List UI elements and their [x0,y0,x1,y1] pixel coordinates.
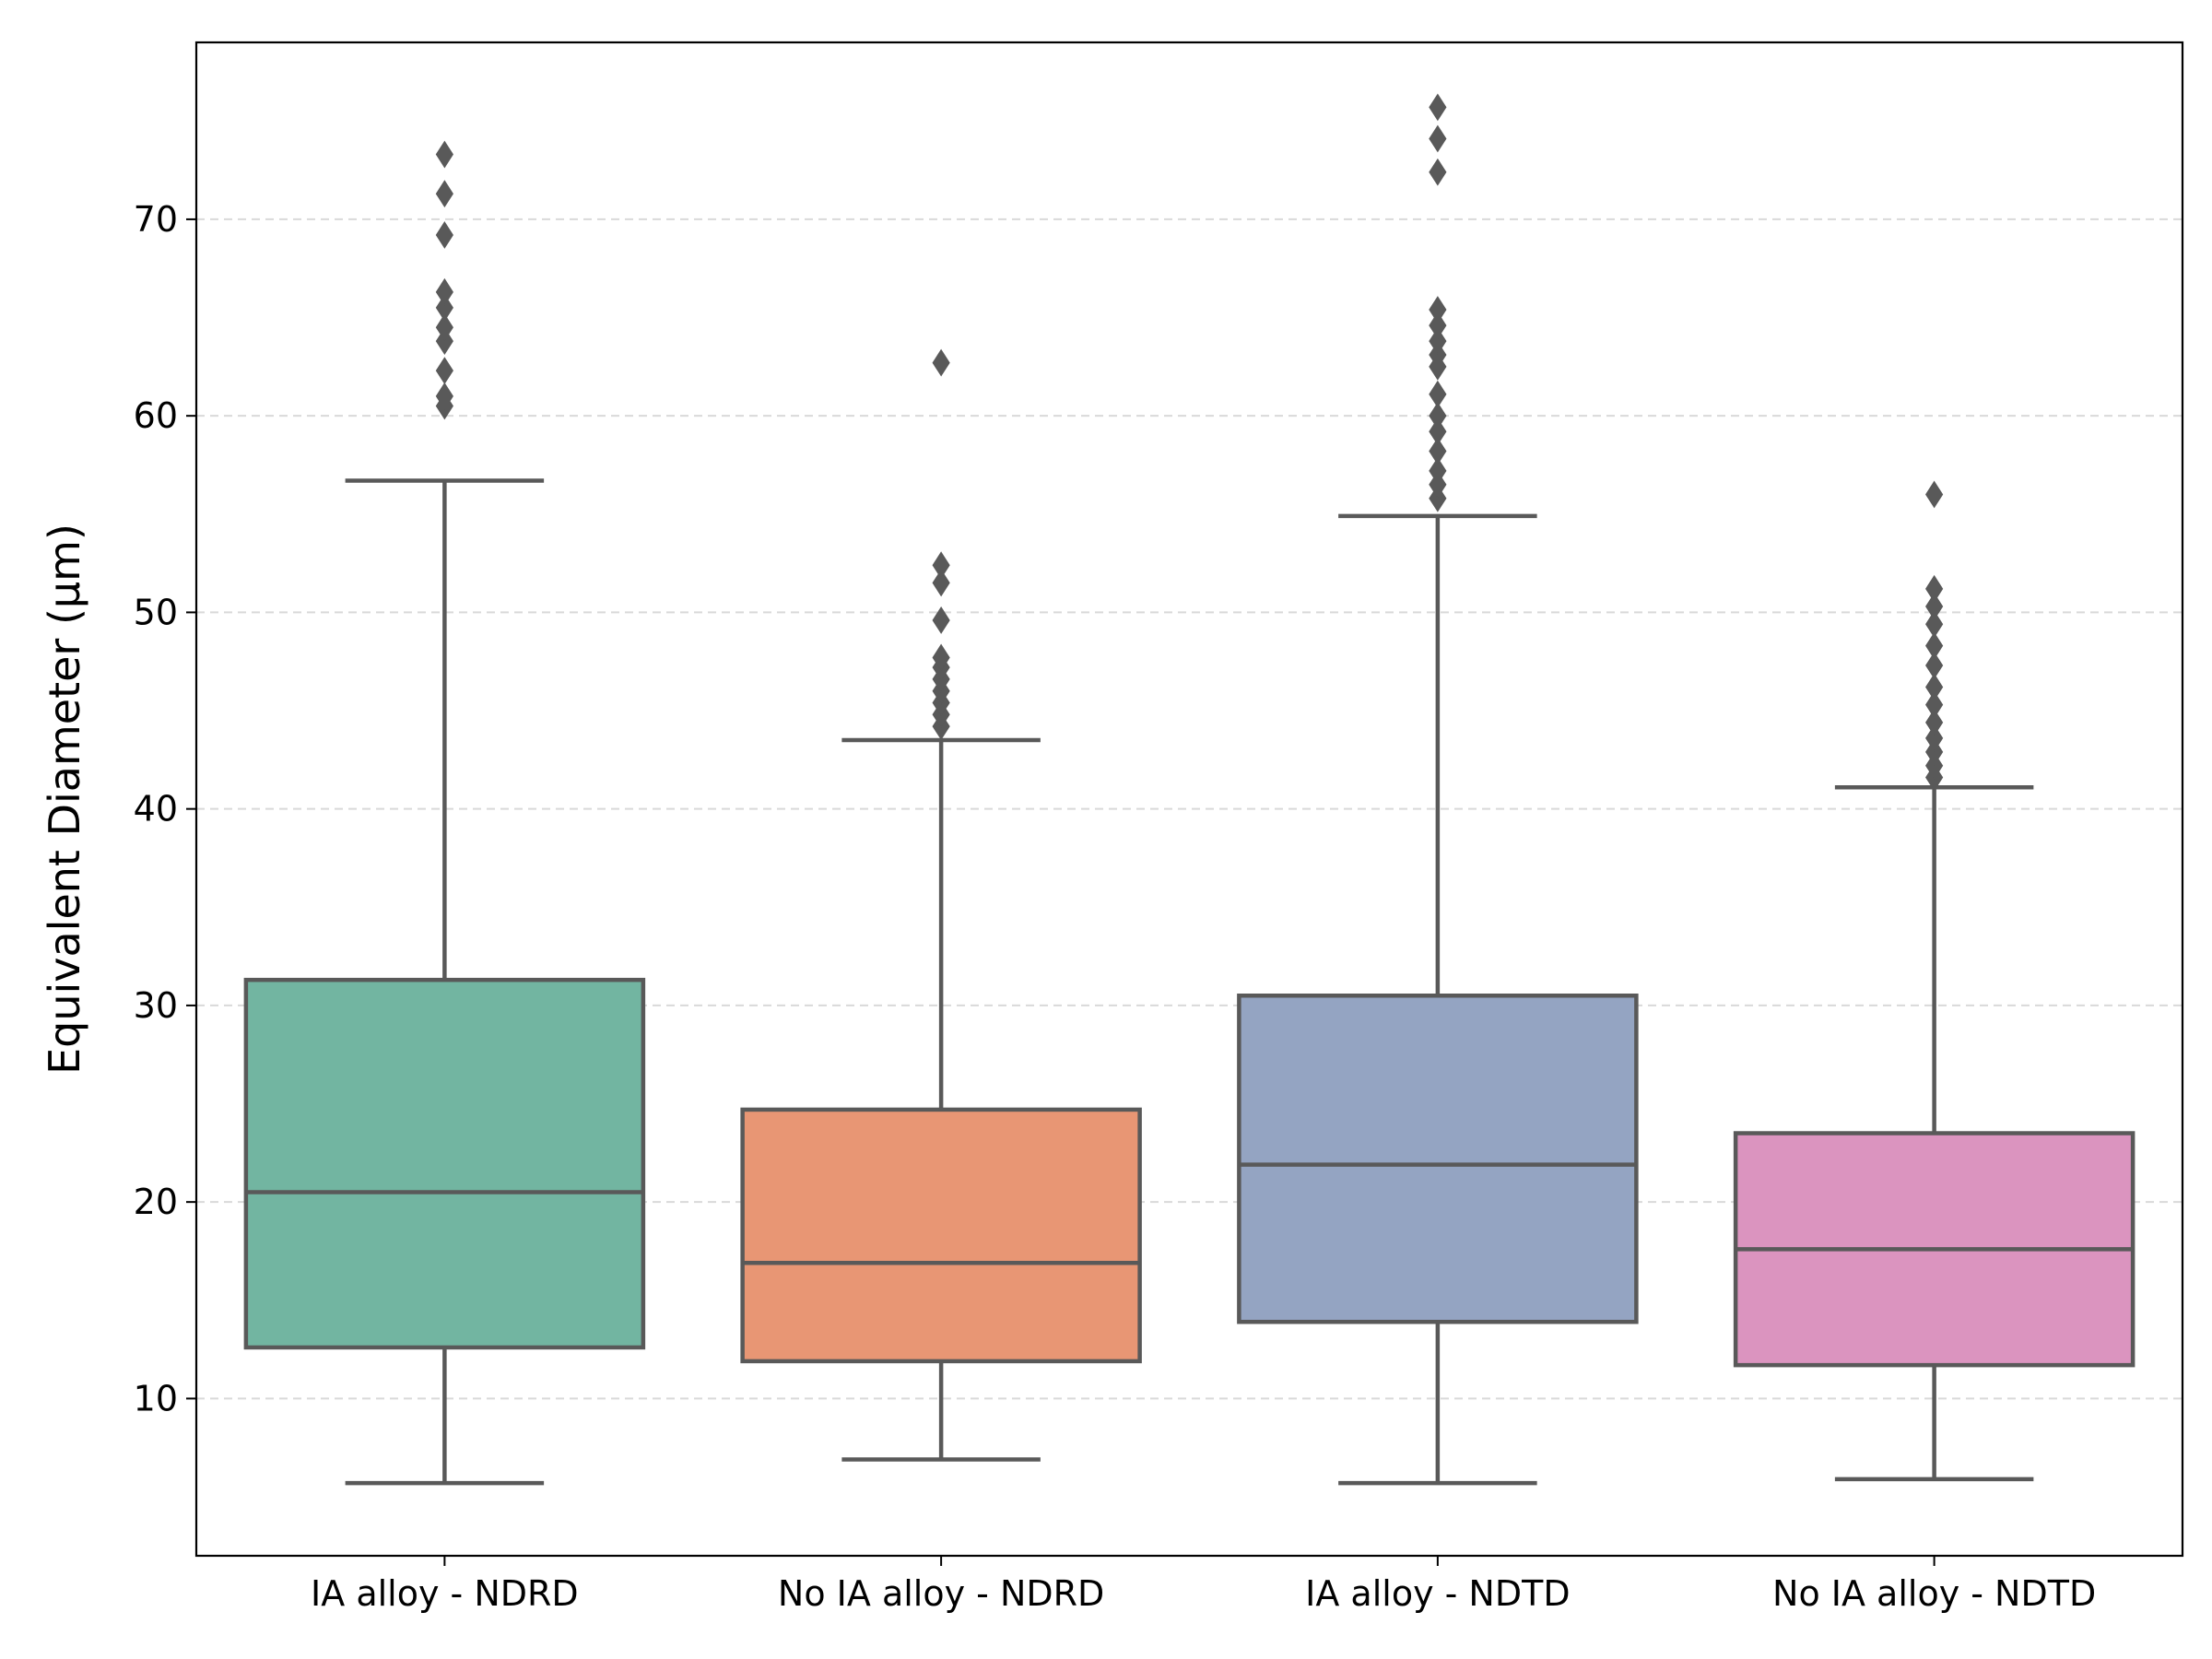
y-tick-label: 50 [134,592,178,632]
box-group [740,348,1142,1462]
outlier-point [1925,708,1944,736]
box-group [243,140,646,1486]
outlier-point [1925,610,1944,639]
outlier-point [1429,158,1447,186]
y-tick-label: 70 [134,199,178,240]
y-tick-label: 40 [134,789,178,830]
y-tick-label: 10 [134,1378,178,1418]
outlier-point [1429,380,1447,408]
outlier-point [1429,418,1447,446]
outlier-point [1429,296,1447,324]
box-group [1237,93,1639,1486]
x-tick-label: IA alloy - NDRD [311,1573,579,1614]
outlier-point [1429,312,1447,339]
y-axis-label: Equivalent Diameter (μm) [40,524,89,1075]
outlier-point [1925,673,1944,701]
boxes [243,93,2136,1486]
outlier-point [435,357,453,385]
outlier-point [1925,480,1944,509]
outlier-point [932,551,950,580]
x-tick-label: No IA alloy - NDRD [778,1573,1104,1614]
outlier-point [1925,652,1944,679]
axes: 10 20 30 40 50 60 70 IA alloy - NDRD No IA alloy… [134,199,2097,1614]
outlier-point [435,221,453,249]
outlier-point [435,313,453,342]
outlier-point [1429,93,1447,122]
outlier-point [932,643,950,672]
iqr-box [243,977,646,1350]
plot-area-frame [194,41,2184,1558]
outlier-point [1429,402,1447,430]
y-tick-label: 30 [134,985,178,1026]
outlier-point [1429,124,1447,153]
outlier-point [1925,631,1944,660]
x-tick-label: No IA alloy - NDTD [1772,1573,2096,1614]
outlier-point [932,569,950,597]
outlier-point [1925,724,1944,752]
outlier-point [435,327,453,356]
outlier-point [435,293,453,322]
outlier-point [1925,574,1944,603]
outlier-point [435,180,453,208]
outlier-point [1429,437,1447,465]
outlier-point [435,382,453,410]
y-tick-label: 60 [134,395,178,436]
outlier-point [932,348,950,377]
outlier-point [1925,593,1944,620]
iqr-box [1237,993,1639,1324]
outlier-point [435,277,453,306]
box-group [1733,480,2136,1482]
outlier-point [932,606,950,634]
iqr-box [740,1107,1142,1364]
outlier-point [1429,327,1447,356]
outlier-point [1429,456,1447,485]
y-tick-label: 20 [134,1182,178,1222]
x-tick-label: IA alloy - NDTD [1305,1573,1570,1614]
outlier-point [1925,690,1944,719]
outlier-point [435,140,453,169]
